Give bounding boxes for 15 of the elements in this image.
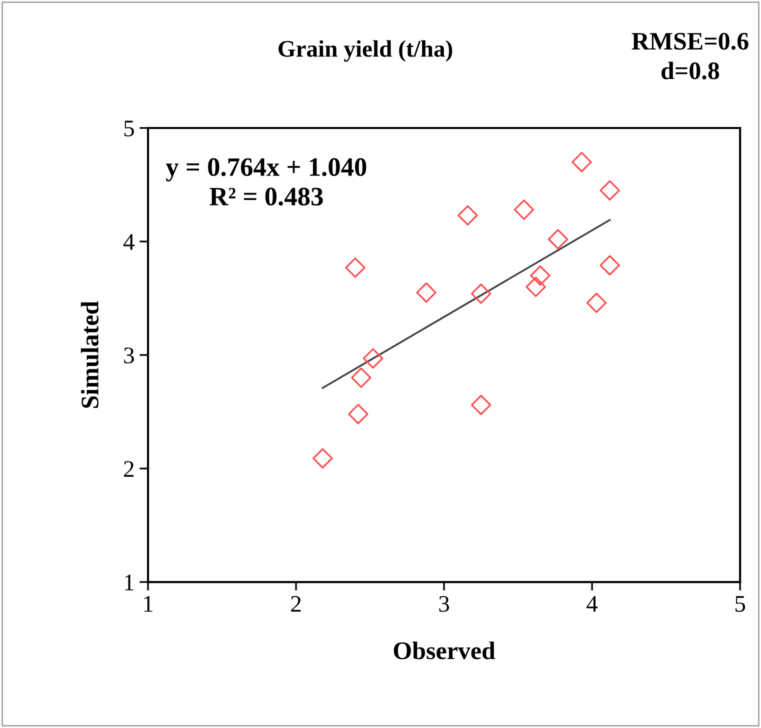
y-tick-label: 5 — [124, 120, 134, 136]
y-tick-label: 2 — [124, 461, 134, 477]
y-tick-label: 4 — [123, 234, 134, 250]
x-tick-label: 3 — [439, 596, 450, 612]
x-tick-label: 5 — [736, 596, 746, 612]
annotation: y = 0.764x + 1.040 R² = 0.483 — [166, 158, 366, 206]
x-tick-label: 1 — [144, 596, 152, 612]
chart-title: Grain yield (t/ha) — [278, 40, 452, 62]
y-tick-label: 3 — [124, 348, 134, 364]
y-axis-title: Simulated — [80, 301, 99, 408]
text: RMSE=0.6 d=0.8 — [632, 32, 748, 80]
y-tick-label: 1 — [125, 574, 134, 590]
x-axis-title: Observed — [394, 642, 496, 660]
x-tick-label: 2 — [291, 596, 301, 612]
x-tick-label: 4 — [586, 596, 598, 612]
